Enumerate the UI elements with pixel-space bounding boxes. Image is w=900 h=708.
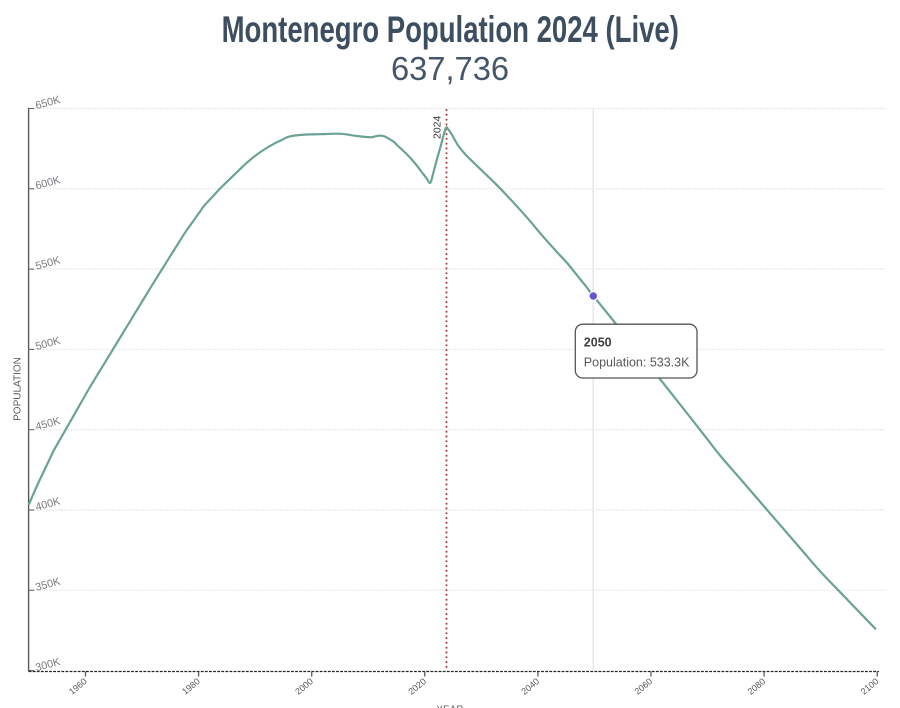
svg-text:500K: 500K [34,335,62,353]
svg-text:350K: 350K [34,575,62,593]
svg-text:1960: 1960 [67,676,89,697]
svg-text:YEAR: YEAR [436,704,463,708]
svg-text:2060: 2060 [633,676,655,697]
svg-text:2020: 2020 [406,676,428,697]
svg-text:2100: 2100 [859,676,881,697]
svg-text:400K: 400K [34,495,62,513]
svg-text:2000: 2000 [293,676,315,697]
svg-text:Population: 533.3K: Population: 533.3K [584,356,690,370]
svg-text:POPULATION: POPULATION [13,357,24,421]
svg-text:2080: 2080 [746,676,768,697]
svg-text:2040: 2040 [519,676,541,697]
svg-text:450K: 450K [34,415,62,433]
svg-text:2024: 2024 [432,115,444,139]
svg-text:600K: 600K [34,174,62,192]
svg-text:550K: 550K [34,254,62,272]
svg-text:1980: 1980 [180,676,202,697]
svg-text:2050: 2050 [584,336,612,350]
svg-text:650K: 650K [34,94,62,112]
